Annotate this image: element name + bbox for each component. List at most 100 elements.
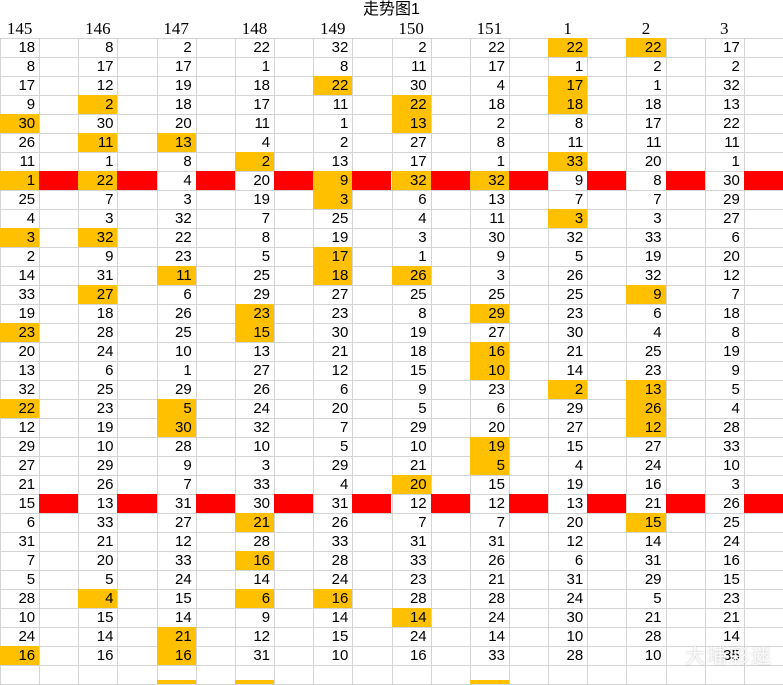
number-cell[interactable]: 28 bbox=[566, 647, 584, 664]
number-cell[interactable]: 23 bbox=[723, 590, 740, 607]
number-cell[interactable]: 30 bbox=[488, 229, 505, 246]
number-cell[interactable]: 27 bbox=[331, 286, 349, 303]
number-cell[interactable]: 24 bbox=[175, 571, 192, 588]
number-cell[interactable]: 18 bbox=[18, 39, 36, 56]
number-cell[interactable]: 32 bbox=[723, 77, 740, 94]
highlighted-number-cell[interactable]: 2 bbox=[234, 152, 275, 171]
number-cell[interactable]: 23 bbox=[488, 381, 505, 398]
highlighted-number-cell[interactable]: 20 bbox=[391, 475, 431, 494]
number-cell[interactable]: 2 bbox=[339, 134, 349, 151]
number-cell[interactable]: 24 bbox=[96, 343, 114, 360]
number-cell[interactable]: 15 bbox=[18, 495, 36, 512]
number-cell[interactable]: 4 bbox=[26, 210, 36, 227]
number-cell[interactable]: 10 bbox=[18, 609, 36, 626]
number-cell[interactable]: 11 bbox=[332, 96, 349, 113]
highlighted-number-cell[interactable]: 16 bbox=[469, 342, 509, 361]
highlighted-number-cell[interactable]: 15 bbox=[234, 323, 275, 342]
highlighted-number-cell[interactable]: 14 bbox=[391, 608, 431, 627]
number-cell[interactable]: 14 bbox=[253, 571, 271, 588]
number-cell[interactable]: 11 bbox=[724, 134, 740, 151]
number-cell[interactable]: 6 bbox=[574, 552, 584, 569]
number-cell[interactable]: 21 bbox=[644, 609, 662, 626]
highlighted-number-cell[interactable]: 3 bbox=[313, 190, 353, 209]
number-cell[interactable]: 19 bbox=[18, 305, 36, 322]
number-cell[interactable]: 2 bbox=[731, 58, 740, 75]
number-cell[interactable]: 25 bbox=[644, 343, 662, 360]
highlighted-number-cell[interactable]: 33 bbox=[548, 152, 588, 171]
number-cell[interactable]: 24 bbox=[566, 590, 584, 607]
number-cell[interactable]: 13 bbox=[488, 191, 505, 208]
number-cell[interactable]: 21 bbox=[644, 495, 662, 512]
number-cell[interactable]: 4 bbox=[183, 172, 192, 189]
number-cell[interactable]: 30 bbox=[409, 77, 427, 94]
number-cell[interactable]: 19 bbox=[175, 77, 192, 94]
number-cell[interactable]: 20 bbox=[644, 153, 662, 170]
number-cell[interactable]: 14 bbox=[331, 609, 349, 626]
highlighted-number-cell[interactable]: 2 bbox=[548, 380, 588, 399]
number-cell[interactable]: 24 bbox=[644, 457, 662, 474]
number-cell[interactable]: 15 bbox=[488, 476, 505, 493]
number-cell[interactable]: 19 bbox=[723, 343, 740, 360]
number-cell[interactable]: 29 bbox=[96, 457, 114, 474]
number-cell[interactable]: 27 bbox=[644, 438, 662, 455]
number-cell[interactable]: 18 bbox=[175, 96, 192, 113]
number-cell[interactable]: 19 bbox=[331, 229, 349, 246]
highlighted-number-cell[interactable]: 30 bbox=[0, 114, 40, 133]
number-cell[interactable]: 15 bbox=[409, 362, 427, 379]
highlighted-number-cell[interactable]: 32 bbox=[78, 228, 118, 247]
number-cell[interactable]: 30 bbox=[253, 495, 271, 512]
number-cell[interactable]: 25 bbox=[18, 191, 36, 208]
highlighted-number-cell[interactable]: 6 bbox=[234, 589, 275, 608]
number-cell[interactable]: 20 bbox=[96, 552, 114, 569]
highlighted-number-cell[interactable]: 4 bbox=[78, 589, 118, 608]
number-cell[interactable]: 10 bbox=[253, 438, 271, 455]
number-cell[interactable]: 1 bbox=[653, 77, 662, 94]
number-cell[interactable]: 13 bbox=[723, 96, 740, 113]
number-cell[interactable]: 29 bbox=[18, 438, 36, 455]
number-cell[interactable]: 31 bbox=[566, 571, 584, 588]
number-cell[interactable]: 33 bbox=[409, 552, 427, 569]
number-cell[interactable]: 12 bbox=[409, 495, 427, 512]
number-cell[interactable]: 1 bbox=[731, 153, 740, 170]
number-cell[interactable]: 31 bbox=[175, 495, 192, 512]
number-cell[interactable]: 6 bbox=[731, 229, 740, 246]
number-cell[interactable]: 10 bbox=[175, 343, 192, 360]
number-cell[interactable]: 26 bbox=[175, 305, 192, 322]
number-cell[interactable]: 33 bbox=[96, 514, 114, 531]
number-cell[interactable]: 30 bbox=[566, 609, 584, 626]
number-cell[interactable]: 3 bbox=[496, 267, 505, 284]
highlighted-number-cell[interactable]: 32 bbox=[391, 171, 431, 190]
number-cell[interactable]: 6 bbox=[26, 514, 36, 531]
number-cell[interactable]: 3 bbox=[731, 476, 740, 493]
number-cell[interactable]: 18 bbox=[409, 343, 427, 360]
number-cell[interactable]: 2 bbox=[418, 39, 427, 56]
number-cell[interactable]: 19 bbox=[566, 476, 584, 493]
number-cell[interactable]: 27 bbox=[253, 362, 271, 379]
highlighted-number-cell[interactable]: 17 bbox=[548, 76, 588, 95]
number-cell[interactable]: 2 bbox=[496, 115, 505, 132]
highlighted-number-cell[interactable]: 30 bbox=[156, 418, 196, 437]
number-cell[interactable]: 15 bbox=[331, 628, 349, 645]
number-cell[interactable]: 20 bbox=[175, 115, 192, 132]
number-cell[interactable]: 1 bbox=[574, 58, 584, 75]
number-cell[interactable]: 6 bbox=[339, 381, 349, 398]
highlighted-number-cell[interactable]: 22 bbox=[0, 399, 40, 418]
number-cell[interactable]: 19 bbox=[96, 419, 114, 436]
number-cell[interactable]: 4 bbox=[496, 77, 505, 94]
number-cell[interactable]: 17 bbox=[409, 153, 427, 170]
number-cell[interactable]: 25 bbox=[723, 514, 740, 531]
number-cell[interactable]: 9 bbox=[105, 248, 114, 265]
number-cell[interactable]: 11 bbox=[19, 153, 36, 170]
highlighted-number-cell[interactable]: 22 bbox=[78, 171, 118, 190]
number-cell[interactable]: 16 bbox=[644, 476, 662, 493]
number-cell[interactable]: 7 bbox=[26, 552, 36, 569]
number-cell[interactable]: 5 bbox=[574, 248, 584, 265]
number-cell[interactable]: 10 bbox=[96, 438, 114, 455]
number-cell[interactable]: 32 bbox=[253, 419, 271, 436]
number-cell[interactable]: 28 bbox=[18, 590, 36, 607]
highlighted-number-cell[interactable]: 32 bbox=[469, 171, 509, 190]
number-cell[interactable]: 19 bbox=[253, 191, 271, 208]
number-cell[interactable]: 21 bbox=[488, 571, 505, 588]
number-cell[interactable]: 9 bbox=[496, 248, 505, 265]
number-cell[interactable]: 6 bbox=[496, 400, 505, 417]
